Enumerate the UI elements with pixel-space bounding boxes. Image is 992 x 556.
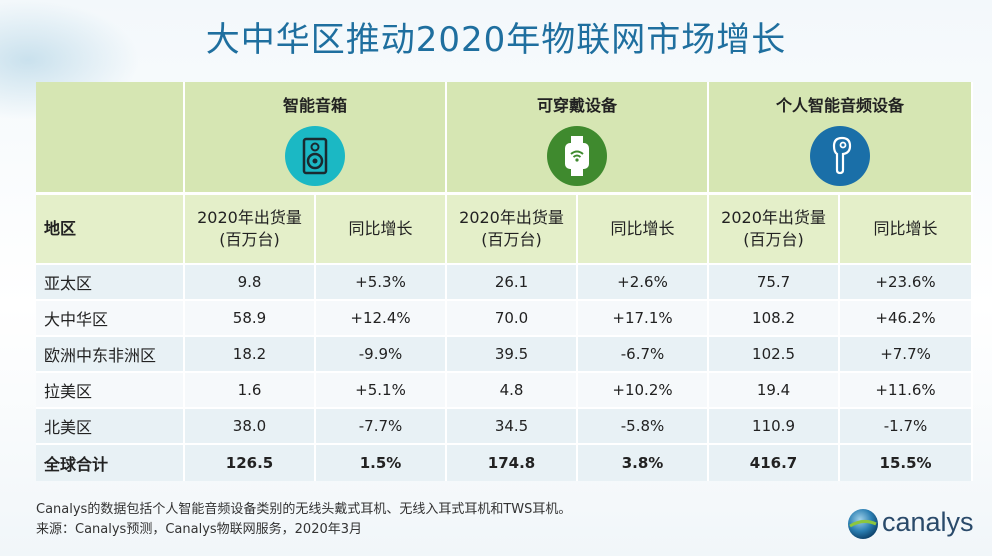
value-cell: 34.5 (446, 408, 579, 445)
data-table-container: 智能音箱 可穿戴设备 (36, 82, 974, 482)
footnote-source: 来源：Canalys预测，Canalys物联网服务，2020年3月 (36, 522, 363, 537)
speaker-icon (285, 126, 345, 186)
value-cell: +10.2% (577, 372, 710, 409)
group-title: 个人智能音频设备 (776, 96, 905, 115)
growth-header: 同比增长 (577, 193, 710, 265)
value-cell: +23.6% (839, 264, 974, 301)
value-cell: 9.8 (184, 264, 316, 301)
value-cell: 26.1 (446, 264, 579, 301)
value-cell: 75.7 (708, 264, 841, 301)
value-cell: +7.7% (839, 336, 974, 373)
value-cell: 58.9 (184, 300, 316, 337)
shipments-header: 2020年出货量 (百万台) (708, 193, 841, 265)
shipments-unit: (百万台) (219, 230, 280, 249)
value-cell: +2.6% (577, 264, 710, 301)
value-cell: +17.1% (577, 300, 710, 337)
earbud-icon (810, 126, 871, 186)
group-header-wearables: 可穿戴设备 (446, 82, 710, 195)
value-cell: +5.1% (315, 372, 448, 409)
total-cell: 1.5% (315, 444, 448, 481)
value-cell: +12.4% (315, 300, 448, 337)
region-cell: 拉美区 (36, 372, 185, 409)
value-cell: 102.5 (708, 336, 841, 373)
total-cell: 416.7 (708, 444, 841, 481)
total-cell: 174.8 (446, 444, 579, 481)
table-row: 大中华区 58.9 +12.4% 70.0 +17.1% 108.2 +46.2… (36, 300, 974, 337)
table-row: 欧洲中东非洲区 18.2 -9.9% 39.5 -6.7% 102.5 +7.7… (36, 336, 974, 373)
group-title: 可穿戴设备 (537, 96, 618, 115)
growth-header: 同比增长 (839, 193, 974, 265)
value-cell: -1.7% (839, 408, 974, 445)
shipments-unit: (百万台) (743, 230, 804, 249)
canalys-logo: canalys (846, 505, 976, 541)
value-cell: 1.6 (184, 372, 316, 409)
value-cell: -6.7% (577, 336, 710, 373)
shipments-unit: (百万台) (481, 230, 542, 249)
value-cell: 38.0 (184, 408, 316, 445)
group-title: 智能音箱 (283, 96, 348, 115)
footnote-definition: Canalys的数据包括个人智能音频设备类别的无线头戴式耳机、无线入耳式耳机和T… (36, 502, 572, 517)
group-header-row: 智能音箱 可穿戴设备 (36, 82, 974, 195)
value-cell: -5.8% (577, 408, 710, 445)
total-cell: 126.5 (184, 444, 316, 481)
region-cell: 亚太区 (36, 264, 185, 301)
data-table: 智能音箱 可穿戴设备 (36, 82, 974, 481)
growth-header: 同比增长 (315, 193, 448, 265)
page-title: 大中华区推动2020年物联网市场增长 (205, 20, 787, 60)
value-cell: +11.6% (839, 372, 974, 409)
value-cell: -7.7% (315, 408, 448, 445)
value-cell: +5.3% (315, 264, 448, 301)
logo-text: canalys (882, 507, 974, 537)
value-cell: -9.9% (315, 336, 448, 373)
value-cell: 4.8 (446, 372, 579, 409)
shipments-label: 2020年出货量 (721, 208, 826, 227)
table-row: 北美区 38.0 -7.7% 34.5 -5.8% 110.9 -1.7% (36, 408, 974, 445)
total-cell: 15.5% (839, 444, 974, 481)
shipments-label: 2020年出货量 (197, 208, 302, 227)
smartwatch-icon (547, 126, 608, 186)
shipments-header: 2020年出货量 (百万台) (446, 193, 579, 265)
region-cell: 大中华区 (36, 300, 185, 337)
total-cell: 3.8% (577, 444, 710, 481)
value-cell: 108.2 (708, 300, 841, 337)
table-row: 拉美区 1.6 +5.1% 4.8 +10.2% 19.4 +11.6% (36, 372, 974, 409)
value-cell: 70.0 (446, 300, 579, 337)
group-header-smart-speaker: 智能音箱 (184, 82, 448, 195)
shipments-label: 2020年出货量 (459, 208, 564, 227)
region-cell: 北美区 (36, 408, 185, 445)
region-cell: 欧洲中东非洲区 (36, 336, 185, 373)
region-column-header: 地区 (36, 193, 185, 265)
value-cell: 19.4 (708, 372, 841, 409)
table-row: 亚太区 9.8 +5.3% 26.1 +2.6% 75.7 +23.6% (36, 264, 974, 301)
value-cell: 18.2 (184, 336, 316, 373)
shipments-header: 2020年出货量 (百万台) (184, 193, 316, 265)
group-header-personal-audio: 个人智能音频设备 (708, 82, 974, 195)
total-row: 全球合计 126.5 1.5% 174.8 3.8% 416.7 15.5% (36, 444, 974, 481)
value-cell: 39.5 (446, 336, 579, 373)
value-cell: +46.2% (839, 300, 974, 337)
globe-icon (848, 509, 878, 539)
corner-cell (36, 82, 185, 195)
total-label: 全球合计 (36, 444, 185, 481)
value-cell: 110.9 (708, 408, 841, 445)
column-header-row: 地区 2020年出货量 (百万台) 同比增长 2020年出货量 (百万台) 同比增长… (36, 193, 974, 265)
